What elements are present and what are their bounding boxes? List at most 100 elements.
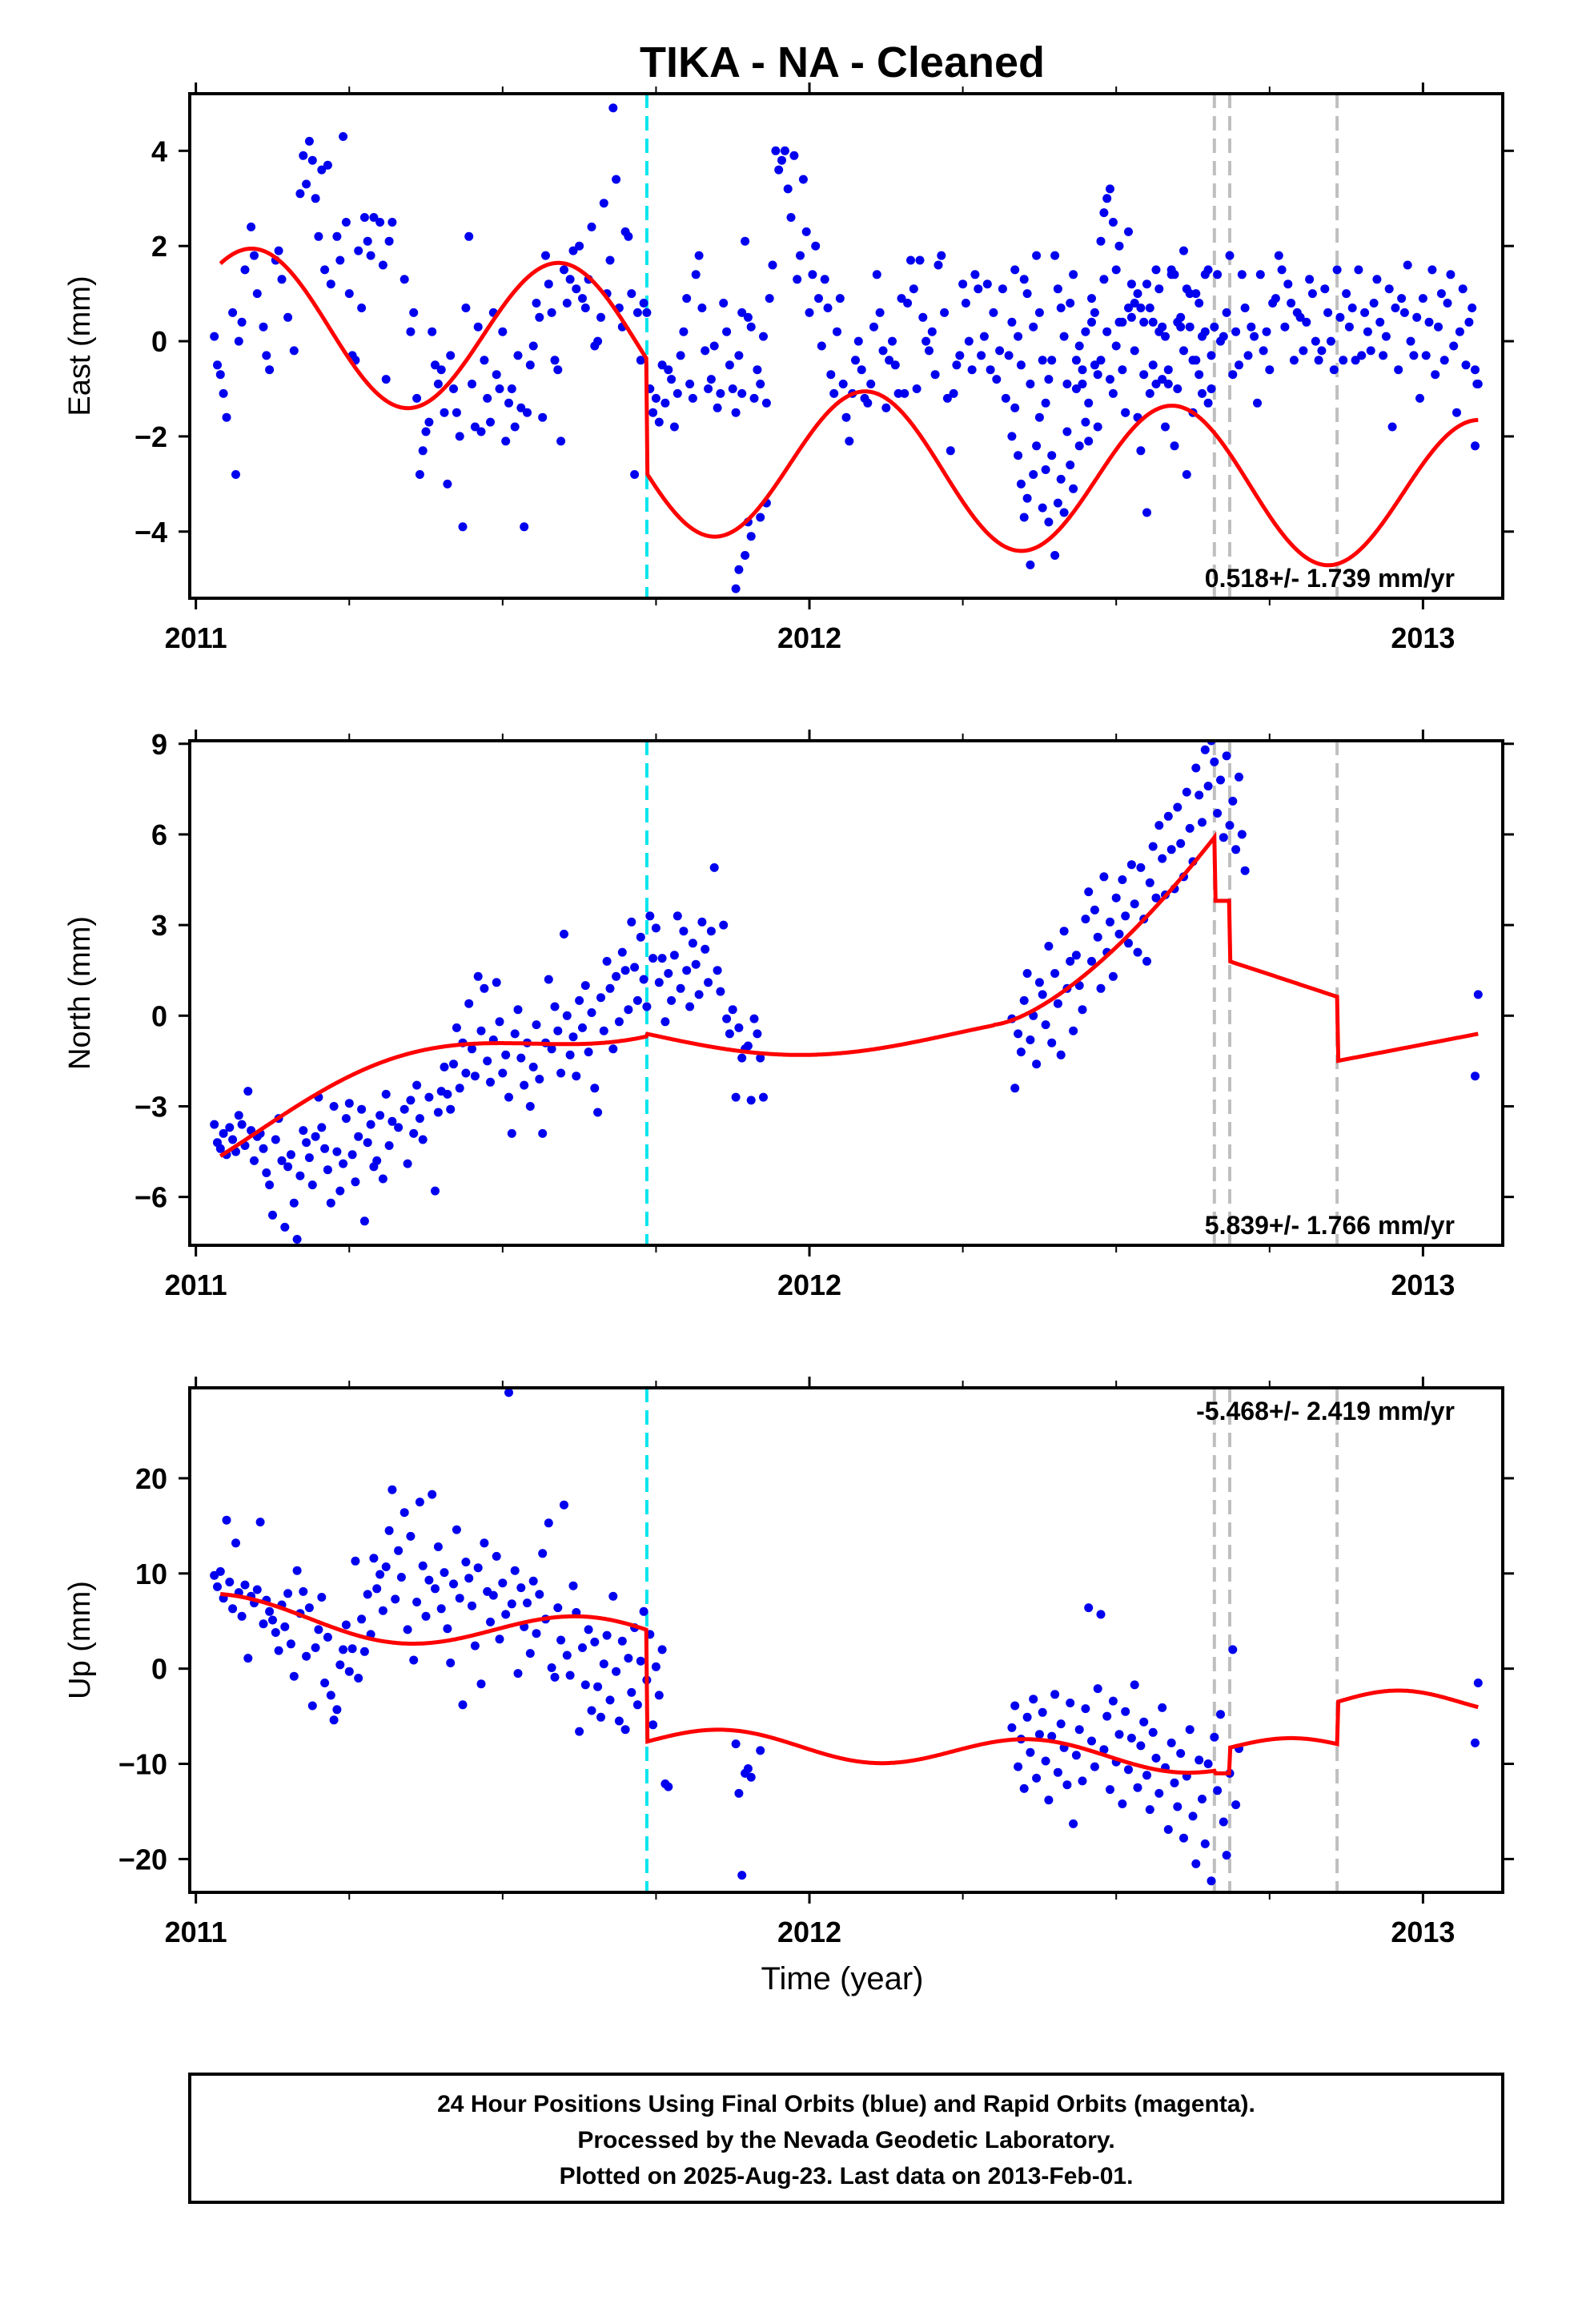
data-point <box>412 1080 422 1090</box>
data-point <box>326 1198 335 1208</box>
data-point <box>210 1120 219 1129</box>
data-point <box>428 327 437 336</box>
data-point <box>728 1005 737 1015</box>
data-point <box>1041 1756 1050 1766</box>
data-point <box>688 393 697 403</box>
data-point <box>1166 845 1176 854</box>
data-point <box>636 1656 645 1666</box>
data-point <box>280 1622 290 1631</box>
data-point <box>737 1053 747 1063</box>
data-point <box>1047 1038 1057 1047</box>
data-point <box>1185 322 1195 332</box>
data-point <box>1026 1747 1035 1757</box>
data-point <box>940 308 950 317</box>
data-point <box>311 1643 320 1652</box>
data-point <box>918 312 928 322</box>
data-point <box>1032 1059 1042 1069</box>
data-point <box>1081 915 1090 924</box>
data-point <box>1038 503 1047 513</box>
x-tick-label: 2013 <box>1391 1269 1455 1301</box>
data-point <box>716 987 725 996</box>
data-point <box>528 1576 538 1586</box>
data-point <box>716 388 725 398</box>
data-point <box>443 1089 452 1099</box>
data-point <box>1185 289 1195 299</box>
data-point <box>580 304 590 312</box>
data-point <box>1188 1811 1198 1821</box>
data-point <box>1087 1736 1096 1746</box>
data-point <box>743 1764 753 1773</box>
data-point <box>679 927 689 936</box>
data-point <box>415 1498 424 1507</box>
data-point <box>237 1611 247 1621</box>
data-point <box>863 398 873 408</box>
data-point <box>1136 446 1146 456</box>
data-point <box>431 1186 440 1196</box>
data-point <box>323 160 332 170</box>
data-point <box>664 969 673 978</box>
data-point <box>341 1114 351 1124</box>
data-point <box>369 213 379 222</box>
data-point <box>1081 327 1090 336</box>
data-point <box>222 412 231 422</box>
data-point <box>1372 275 1382 284</box>
data-point <box>1274 251 1283 260</box>
data-point <box>798 175 808 184</box>
data-point <box>424 1575 434 1585</box>
data-point <box>280 1222 290 1232</box>
data-point <box>605 983 615 993</box>
data-point <box>578 294 587 304</box>
data-point <box>1195 790 1204 800</box>
data-point <box>1071 951 1081 960</box>
data-point <box>311 194 320 203</box>
data-point <box>1114 929 1124 939</box>
data-point <box>1044 942 1054 951</box>
data-point <box>344 1099 354 1108</box>
data-point <box>516 1583 526 1593</box>
data-point <box>734 351 744 360</box>
figure-title: TIKA - NA - Cleaned <box>640 38 1045 86</box>
data-point <box>304 1603 314 1613</box>
data-point <box>1142 508 1151 517</box>
y-tick-label: −10 <box>118 1748 167 1781</box>
data-point <box>632 1700 642 1710</box>
y-tick-label: 10 <box>135 1558 167 1590</box>
data-point <box>1148 317 1158 327</box>
data-point <box>215 370 225 380</box>
data-point <box>231 470 240 479</box>
data-point <box>1179 246 1188 255</box>
data-point <box>1473 1679 1483 1687</box>
data-point <box>1375 317 1385 327</box>
data-point <box>1084 1603 1094 1613</box>
data-point <box>1133 1783 1142 1792</box>
data-point <box>667 375 677 384</box>
data-point <box>483 393 492 403</box>
x-tick-label: 2013 <box>1391 1916 1455 1948</box>
data-point <box>544 975 553 984</box>
data-point <box>252 1585 262 1594</box>
data-point <box>1179 346 1188 356</box>
data-point <box>507 384 516 393</box>
data-point <box>1363 327 1372 336</box>
data-point <box>1200 745 1210 754</box>
data-point <box>1034 412 1044 422</box>
data-point <box>808 270 817 279</box>
data-point <box>1151 380 1161 388</box>
data-point <box>1207 384 1216 393</box>
data-point <box>768 260 777 270</box>
data-point <box>1148 842 1158 851</box>
data-point <box>440 1062 449 1072</box>
data-point <box>292 1235 302 1244</box>
data-point <box>247 222 256 231</box>
data-point <box>958 279 968 289</box>
data-point <box>1096 983 1106 993</box>
data-point <box>587 1706 596 1715</box>
data-point <box>685 1002 695 1011</box>
data-point <box>329 1102 339 1111</box>
data-point <box>237 1120 247 1129</box>
data-point <box>265 1180 275 1190</box>
data-point <box>1087 294 1096 304</box>
data-point <box>1154 821 1164 830</box>
data-point <box>302 1138 311 1148</box>
data-point <box>1415 393 1424 403</box>
